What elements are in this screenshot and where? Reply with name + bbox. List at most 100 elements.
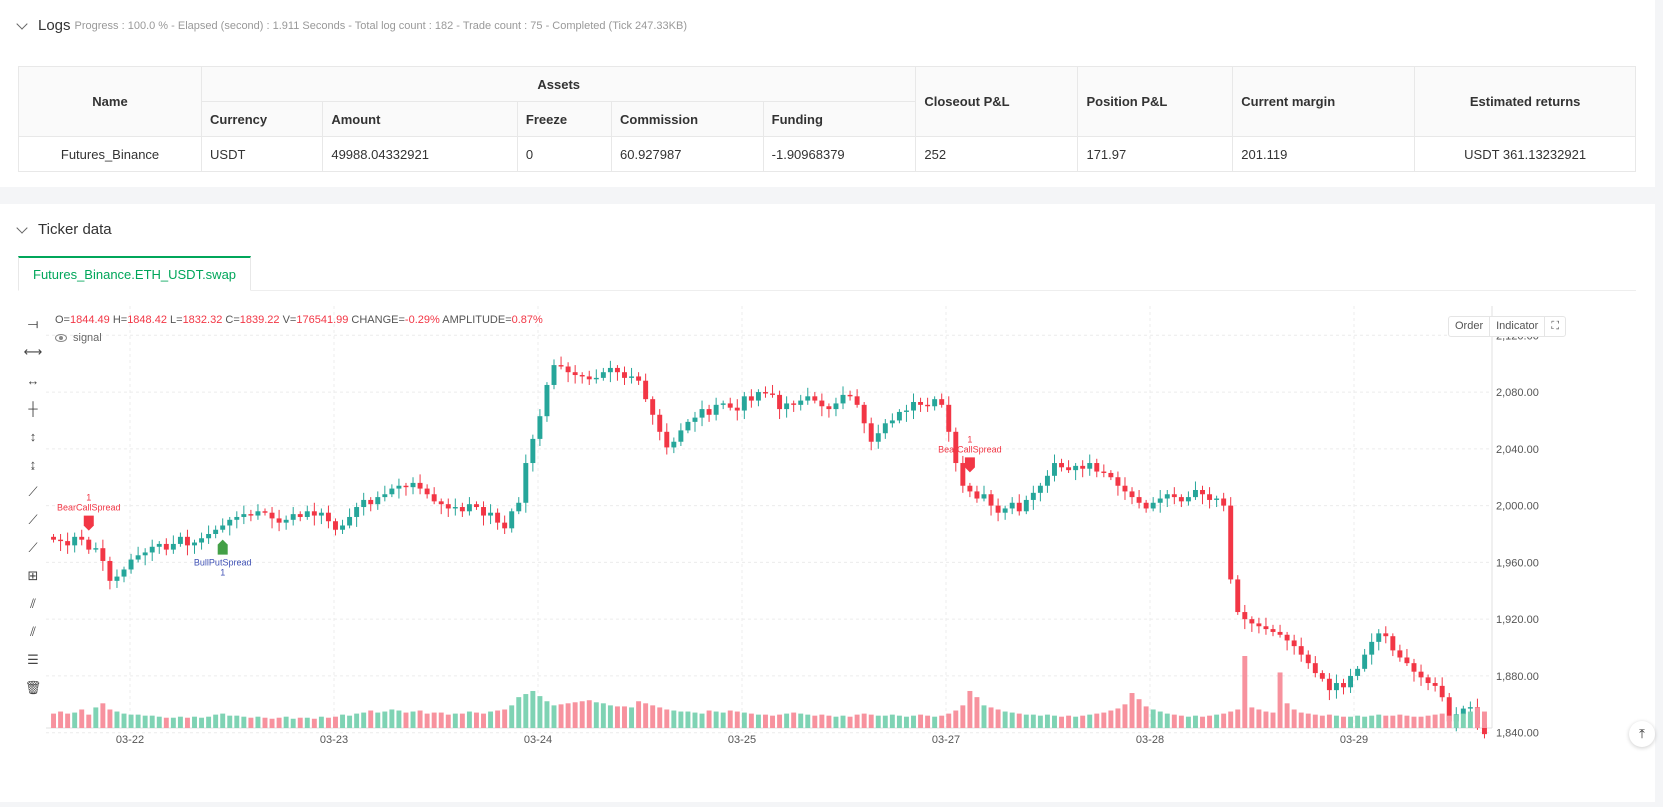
candle-body xyxy=(763,392,768,394)
x-tick-label: 03-25 xyxy=(728,734,756,746)
order-button[interactable]: Order xyxy=(1449,317,1491,336)
volume-bar xyxy=(861,713,867,728)
candle-body xyxy=(227,519,233,526)
volume-bar xyxy=(516,697,522,728)
fullscreen-icon[interactable]: ⛶ xyxy=(1551,320,1560,332)
volume-bar xyxy=(960,705,966,728)
multi-channel-icon[interactable]: ⫽ xyxy=(30,624,36,639)
candle-body xyxy=(206,534,212,539)
volume-bar xyxy=(734,711,740,728)
volume-bar xyxy=(1087,714,1093,728)
volume-bar xyxy=(1319,715,1325,728)
signal-legend[interactable]: signal xyxy=(55,332,102,344)
indicator-button[interactable]: Indicator xyxy=(1490,317,1546,336)
candle-body xyxy=(107,560,113,581)
chart-svg[interactable]: 2,120.002,080.002,040.002,000.001,960.00… xyxy=(46,306,1642,802)
volume-bar xyxy=(1277,672,1283,728)
header-amount: Amount xyxy=(322,101,518,137)
price-chart[interactable]: 2,120.002,080.002,040.002,000.001,960.00… xyxy=(46,306,1642,802)
candle-body xyxy=(932,399,938,407)
candle-body xyxy=(65,541,71,546)
volume-bar xyxy=(1214,714,1220,728)
volume-bar xyxy=(297,717,303,728)
vertical-ray-icon[interactable]: ┼ xyxy=(28,400,38,416)
candle-body xyxy=(445,504,451,509)
volume-bar xyxy=(304,717,310,728)
vertical-extended-icon[interactable]: ↨ xyxy=(29,456,37,472)
scroll-to-top-button[interactable]: ⤒ xyxy=(1629,721,1655,747)
volume-bar xyxy=(1185,716,1191,728)
signal-label-buy: BullPutSpread xyxy=(194,558,252,568)
candle-body xyxy=(1066,467,1072,471)
volume-bar xyxy=(361,712,367,728)
volume-bar xyxy=(290,718,296,728)
candle-body xyxy=(530,438,536,464)
ticker-header[interactable]: Ticker data xyxy=(16,221,112,238)
volume-bar xyxy=(424,713,430,728)
candle-body xyxy=(882,423,888,434)
candle-body xyxy=(128,559,134,570)
horizontal-ray-icon[interactable]: ⟞ xyxy=(27,316,39,331)
vertical-line-icon[interactable]: ↕ xyxy=(29,428,37,444)
candle-body xyxy=(784,403,790,410)
trend-extended-icon[interactable]: ⟋ xyxy=(28,540,38,555)
candle-body xyxy=(706,409,712,415)
volume-bar xyxy=(925,715,931,728)
candle-body xyxy=(967,485,973,492)
volume-bar xyxy=(1101,712,1107,728)
volume-bar xyxy=(318,716,324,728)
volume-bar xyxy=(1122,704,1128,728)
trend-ray-icon[interactable]: ⟋ xyxy=(28,512,38,527)
eye-icon[interactable] xyxy=(55,334,67,342)
volume-bar xyxy=(502,709,508,728)
volume-bar xyxy=(1044,714,1050,728)
parallel-channel-icon[interactable]: ⫽ xyxy=(30,596,36,611)
volume-bar xyxy=(650,705,656,728)
volume-bar xyxy=(812,715,818,728)
y-tick-label: 2,040.00 xyxy=(1496,444,1539,456)
volume-bar xyxy=(121,713,127,728)
candle-body xyxy=(826,406,832,410)
volume-bar xyxy=(1390,715,1396,728)
y-tick-label: 1,840.00 xyxy=(1496,728,1539,740)
candle-body xyxy=(1319,673,1325,679)
chevron-down-icon[interactable] xyxy=(16,17,28,30)
tab-eth-usdt-swap[interactable]: Futures_Binance.ETH_USDT.swap xyxy=(18,256,252,291)
volume-bar xyxy=(600,703,606,728)
volume-bar xyxy=(1460,713,1466,728)
price-range-icon[interactable]: ⊞ xyxy=(27,568,39,583)
horizontal-line-icon[interactable]: ⟷ xyxy=(23,344,43,359)
candle-body xyxy=(1397,650,1403,658)
signal-label: signal xyxy=(73,332,102,344)
candle-body xyxy=(1235,579,1241,613)
volume-bar xyxy=(184,717,190,728)
volume-bar xyxy=(614,706,620,728)
candle-body xyxy=(1390,636,1396,651)
signal-label-sell: BearCallSpread xyxy=(938,444,1002,454)
fib-levels-icon[interactable]: ☰ xyxy=(27,652,39,667)
volume-bar xyxy=(1200,716,1205,728)
volume-bar xyxy=(1192,715,1198,728)
trash-icon[interactable]: 🗑 xyxy=(24,680,42,695)
logs-meta: Progress : 100.0 % - Elapsed (second) : … xyxy=(74,19,687,32)
trend-line-icon[interactable]: ⟋ xyxy=(28,484,38,499)
x-tick-label: 03-27 xyxy=(932,734,960,746)
volume-bar xyxy=(537,696,543,728)
volume-bar xyxy=(509,705,515,728)
x-tick-label: 03-23 xyxy=(320,734,348,746)
horizontal-extended-icon[interactable]: ↔ xyxy=(26,372,40,388)
volume-bar xyxy=(1136,699,1142,728)
volume-bar xyxy=(1369,715,1375,728)
candle-body xyxy=(79,536,85,540)
candle-body xyxy=(819,400,825,407)
volume-bar xyxy=(234,715,240,728)
candle-body xyxy=(734,407,740,411)
candle-body xyxy=(220,525,226,530)
volume-bar xyxy=(156,716,162,728)
change-label: CHANGE= xyxy=(351,314,405,326)
volume-bar xyxy=(149,715,155,728)
candle-body xyxy=(403,485,409,488)
chevron-down-icon[interactable] xyxy=(16,221,28,234)
candle-body xyxy=(1348,675,1354,688)
logs-header[interactable]: Logs Progress : 100.0 % - Elapsed (secon… xyxy=(16,17,687,34)
